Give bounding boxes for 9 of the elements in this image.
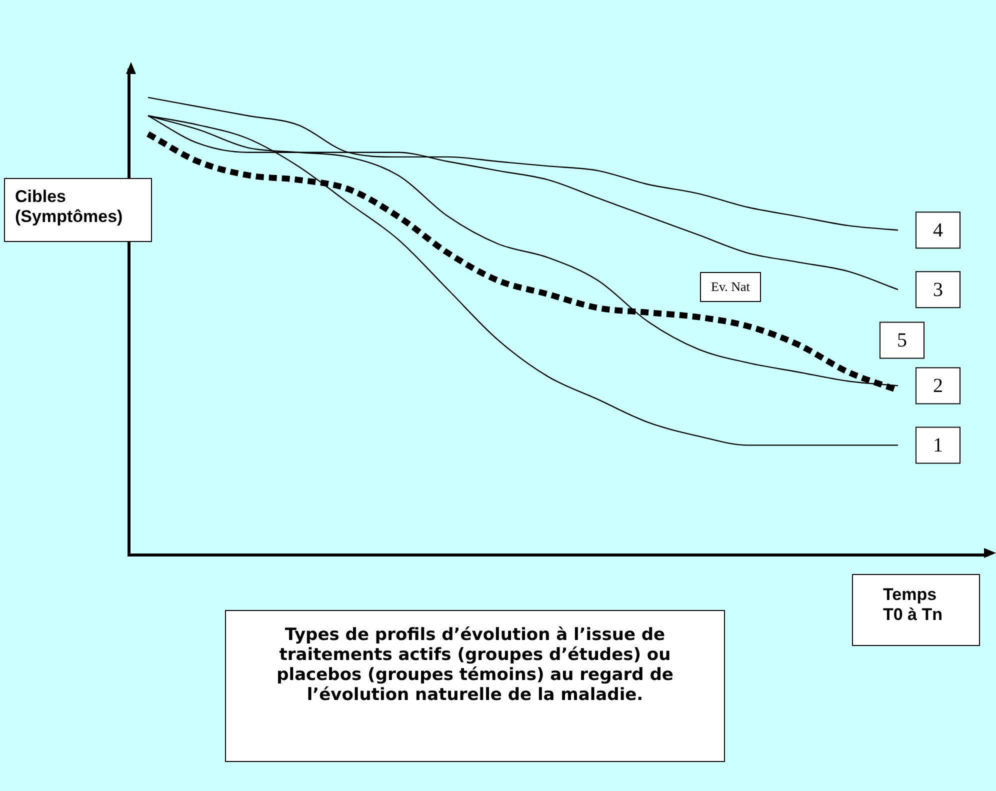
text: Types de profils d’évolution à l’issue de traitements actifs (groupes d’études) ou placebos (groupes témoins) au regard de l’évolution naturelle de la maladie. <box>225 610 725 762</box>
annotation: Ev. Nat <box>700 272 761 302</box>
x-axis-title: Temps T0 à Tn <box>852 574 980 646</box>
series-label: 1 <box>933 434 943 456</box>
y-axis-title: Cibles (Symptômes) <box>4 178 152 242</box>
series-label: 4 <box>933 219 943 242</box>
series-label: 2 <box>933 374 943 397</box>
series-label: 3 <box>933 278 943 301</box>
series-label: 5 <box>897 330 907 352</box>
